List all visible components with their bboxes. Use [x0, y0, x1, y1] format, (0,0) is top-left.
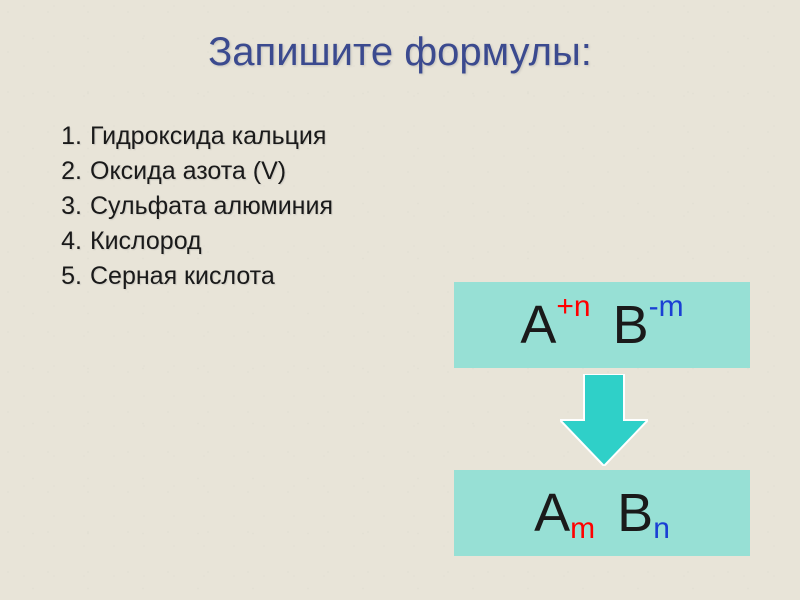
list-item-number: 1.	[56, 122, 90, 151]
list-item-number: 3.	[56, 192, 90, 221]
formula-subscript-a: m	[570, 512, 595, 546]
formula-letter-a: A	[534, 482, 570, 544]
down-arrow-icon	[560, 374, 648, 466]
formula-box-top: A+n B-m	[454, 282, 750, 368]
formula-letter-b: B	[617, 482, 653, 544]
list-item-number: 4.	[56, 227, 90, 256]
list-item-text: Гидроксида кальция	[90, 122, 326, 151]
list-item-text: Кислород	[90, 227, 202, 256]
formula-superscript-b: -m	[649, 290, 684, 324]
formula-letter-b: B	[613, 294, 649, 356]
list-item: 4. Кислород	[56, 227, 333, 256]
list-item-text: Сульфата алюминия	[90, 192, 333, 221]
formula-subscript-b: n	[653, 512, 670, 546]
list-item-text: Оксида азота (V)	[90, 157, 286, 186]
list-item-number: 2.	[56, 157, 90, 186]
list-item: 5. Серная кислота	[56, 262, 333, 291]
list-item: 2. Оксида азота (V)	[56, 157, 333, 186]
list-item-number: 5.	[56, 262, 90, 291]
formula-superscript-a: +n	[556, 290, 590, 324]
formula-box-bottom: AmBn	[454, 470, 750, 556]
list-item: 3. Сульфата алюминия	[56, 192, 333, 221]
list-item-text: Серная кислота	[90, 262, 275, 291]
list-item: 1. Гидроксида кальция	[56, 122, 333, 151]
page-title: Запишите формулы:	[0, 0, 800, 75]
formula-letter-a: A	[520, 294, 556, 356]
task-list: 1. Гидроксида кальция 2. Оксида азота (V…	[56, 122, 333, 297]
